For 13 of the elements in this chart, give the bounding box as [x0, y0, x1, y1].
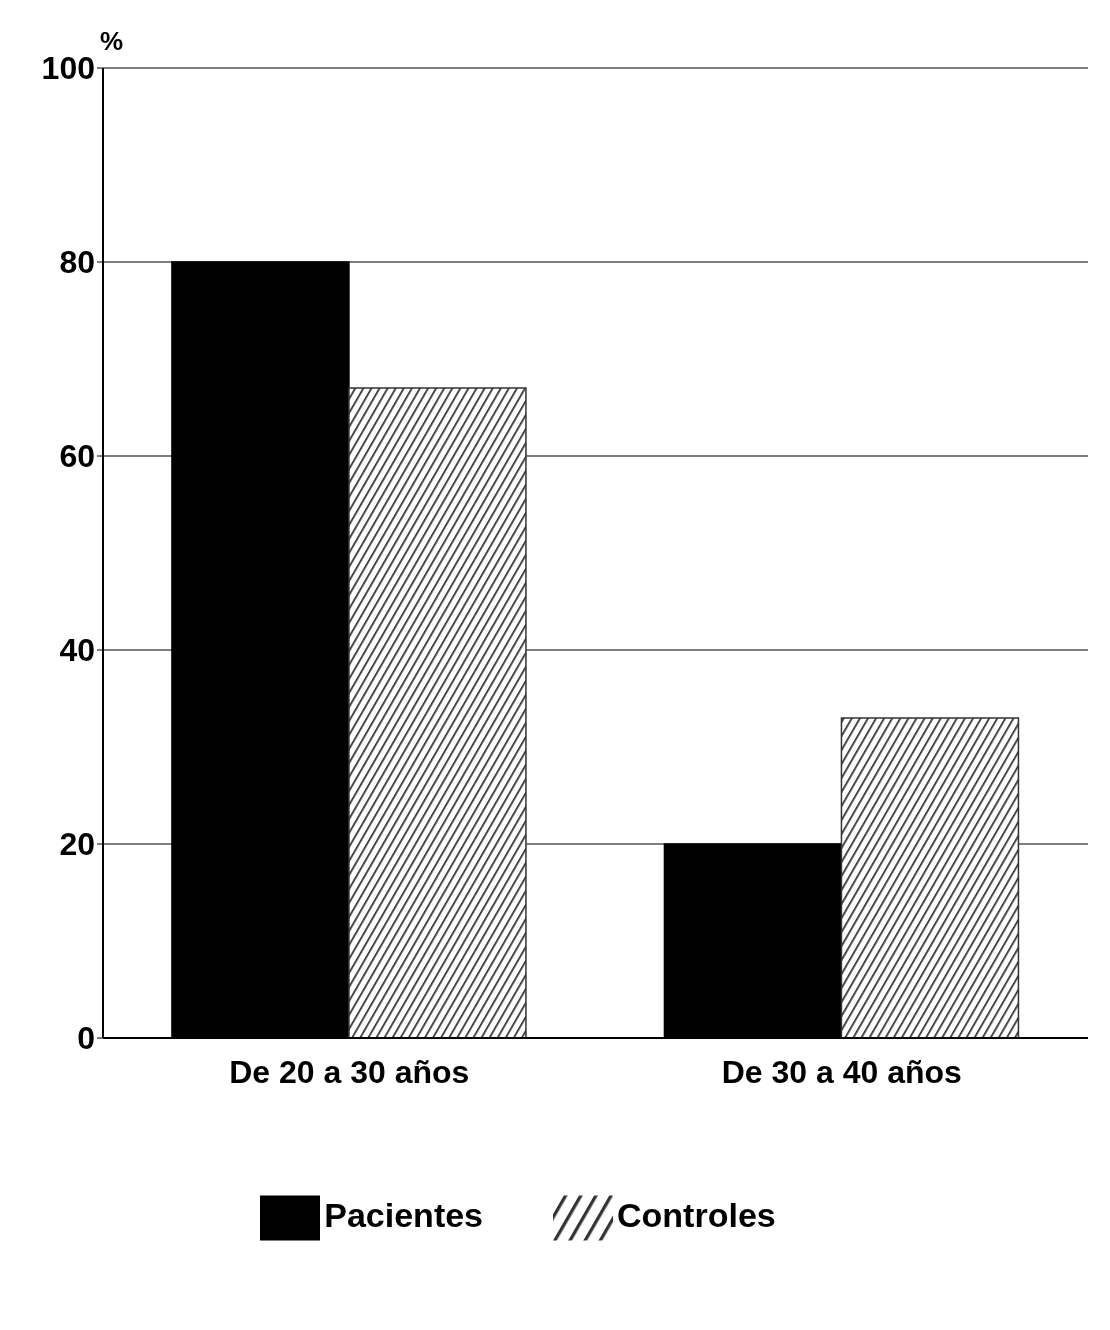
y-tick-label: 40 — [59, 632, 95, 669]
bar — [348, 387, 527, 1038]
bar — [840, 717, 1020, 1038]
y-tick-label: 60 — [59, 438, 95, 475]
y-tick-label: 0 — [77, 1020, 95, 1057]
legend-label: Pacientes — [324, 1195, 484, 1234]
y-tick-label: 80 — [59, 244, 95, 281]
y-tick-label: 100 — [41, 50, 95, 87]
y-axis-title: % — [100, 26, 124, 57]
x-tick-label: De 20 a 30 años — [229, 1053, 470, 1090]
x-tick-label: De 30 a 40 años — [721, 1053, 962, 1090]
legend-label: Controles — [617, 1195, 776, 1234]
y-tick-label: 20 — [59, 826, 95, 863]
